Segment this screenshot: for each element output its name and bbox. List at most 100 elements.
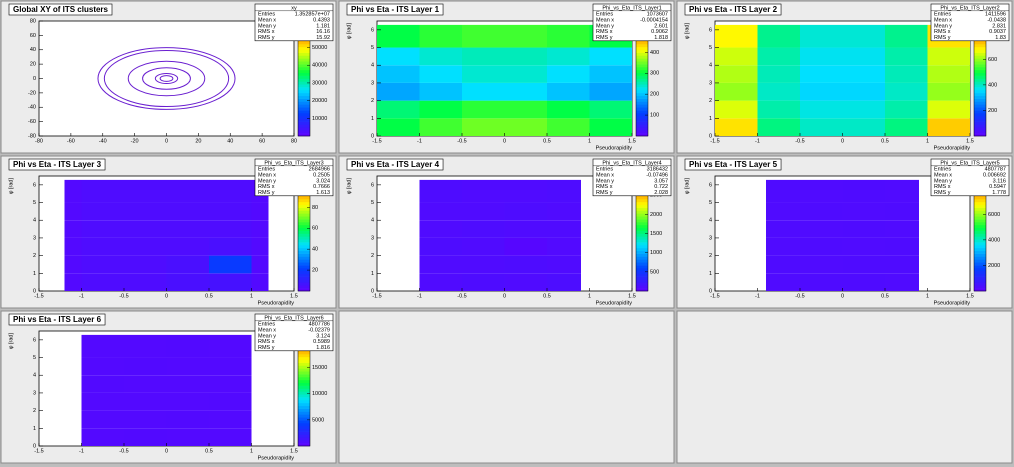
heatmap-cell (81, 220, 124, 238)
stats-value: -0.0438 (987, 17, 1006, 23)
palette-step (636, 259, 648, 263)
stats-value: 4807787 (985, 167, 1006, 173)
palette-step (636, 118, 648, 122)
palette-step (636, 44, 648, 48)
palette-step (298, 69, 310, 74)
heatmap-cell (800, 255, 843, 274)
stats-label: Entries (934, 12, 951, 18)
stats-label: RMS x (258, 339, 275, 345)
palette-step (298, 72, 310, 76)
stats-label: Entries (258, 12, 275, 18)
heatmap-cell (209, 410, 252, 429)
palette-step (636, 115, 648, 120)
stats-name: Phi_vs_Eta_ITS_Layer5 (940, 160, 999, 166)
heatmap-cell (377, 24, 420, 48)
title-box (8, 158, 106, 171)
palette-step (298, 282, 310, 286)
heatmap-cell (81, 357, 124, 376)
stats-value: 3.024 (316, 178, 330, 184)
y-tick-label: 2 (33, 253, 36, 259)
plot-frame (38, 20, 295, 137)
palette-step (636, 101, 648, 105)
heatmap-cell (81, 179, 124, 203)
heatmap-cell (462, 220, 505, 238)
heatmap-cell (885, 273, 919, 291)
palette-step (298, 402, 310, 407)
heatmap-cell (800, 202, 843, 221)
x-tick-label: -1 (79, 293, 84, 299)
heatmap-cell (81, 375, 124, 393)
stats-label: Entries (596, 12, 613, 18)
palette-step (298, 113, 310, 117)
stats-value: 3186432 (647, 167, 668, 173)
z-tick-label: 1000 (650, 250, 662, 256)
stats-name: Phi_vs_Eta_ITS_Layer1 (602, 5, 661, 11)
x-tick-label: -1 (755, 138, 760, 144)
heatmap-cell (547, 47, 590, 66)
y-tick-label: 0 (33, 76, 36, 82)
y-tick-label: 4 (33, 218, 36, 224)
heatmap-cell (64, 273, 82, 291)
x-tick-label: -0.5 (457, 138, 466, 144)
heatmap-cell (166, 357, 209, 376)
palette-step (636, 104, 648, 108)
y-axis-label: φ [rad] (684, 178, 690, 195)
x-tick-label: -1.5 (710, 138, 719, 144)
stats-value: 2.028 (654, 190, 668, 196)
heatmap-cell (800, 82, 843, 101)
palette-step (298, 359, 310, 363)
stats-box (254, 158, 334, 197)
heatmap-cell (504, 24, 547, 48)
heatmap-cell (800, 47, 843, 66)
palette-step (298, 222, 310, 226)
palette-step (636, 270, 648, 275)
heatmap-cell (251, 202, 269, 221)
heatmap-cell (462, 24, 505, 48)
palette-step (974, 67, 986, 71)
y-tick-label: 6 (33, 337, 36, 343)
palette-step (636, 230, 648, 234)
stats-value: 0.7666 (313, 184, 330, 190)
palette-step (974, 239, 986, 243)
palette-step (298, 356, 310, 361)
heatmap-cell (715, 82, 758, 101)
heatmap-cell (547, 82, 590, 101)
y-tick-label: 1 (371, 271, 374, 277)
z-tick-label: 1500 (650, 231, 662, 237)
palette-step (298, 417, 310, 421)
y-tick-label: 4 (371, 63, 374, 69)
panel-title: Phi vs Eta - ITS Layer 3 (13, 160, 102, 169)
palette-step (298, 288, 310, 292)
palette-step (298, 397, 310, 401)
heatmap-cell (419, 220, 462, 238)
heatmap-cell (547, 202, 581, 221)
palette-step (298, 394, 310, 398)
x-tick-label: -80 (35, 138, 43, 144)
palette-step (636, 219, 648, 223)
palette-step (636, 58, 648, 62)
y-tick-label: 6 (709, 182, 712, 188)
palette-step (636, 250, 648, 254)
palette-step (636, 224, 648, 229)
palette-step (298, 201, 310, 206)
stats-value: 1411596 (985, 12, 1006, 18)
y-tick-label: 40 (30, 47, 36, 53)
heatmap-cell (462, 65, 505, 83)
x-tick-label: -0.5 (119, 448, 128, 454)
palette-step (974, 236, 986, 240)
x-tick-label: 0.5 (881, 293, 889, 299)
y-tick-label: 3 (371, 235, 374, 241)
palette-step (636, 107, 648, 111)
palette-step (298, 382, 310, 386)
palette-step (974, 262, 986, 266)
palette-step (298, 41, 310, 45)
stats-value: 2.831 (992, 23, 1006, 29)
palette-step (298, 377, 310, 381)
palette-step (974, 207, 986, 211)
x-tick-label: -1.5 (34, 293, 43, 299)
y-tick-label: 80 (30, 18, 36, 24)
y-axis-label: φ [rad] (346, 178, 352, 195)
x-tick-label: 1.5 (966, 138, 974, 144)
heatmap-cell (757, 24, 800, 48)
stats-value: 1.816 (316, 345, 330, 351)
